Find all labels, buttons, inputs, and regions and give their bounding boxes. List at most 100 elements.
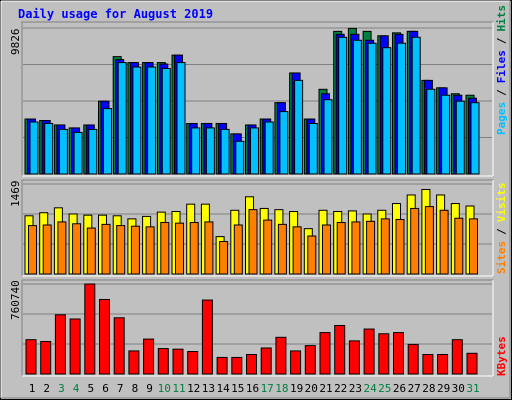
legend-sep-3: / (495, 228, 508, 235)
bar-sites-day-21 (322, 224, 331, 275)
bar-kbytes-day-22 (334, 324, 346, 375)
bar-pages-day-18 (279, 111, 289, 175)
bar-pages-day-6 (103, 108, 112, 175)
day-label-11: 11 (172, 382, 185, 395)
bar-sites-day-17 (263, 219, 273, 275)
bar-pages-day-26 (397, 42, 406, 175)
bar-sites-day-11 (175, 222, 184, 275)
bar-pages-day-24 (367, 42, 377, 175)
bar-pages-day-20 (308, 122, 318, 175)
bar-kbytes-day-31 (466, 352, 478, 375)
day-label-20: 20 (305, 382, 318, 395)
kbytes-max-label: 760740 (9, 280, 22, 320)
day-label-16: 16 (246, 382, 259, 395)
bar-sites-day-28 (424, 206, 434, 275)
chart-marks: 1 2 3 4 5 6 7 8 9 10 11 12 13 14 15 16 17 18 19 20 21 22 23 24 2… (23, 27, 492, 395)
bar-sites-day-12 (189, 222, 199, 275)
bar-sites-day-10 (160, 222, 170, 275)
legend-hits: Hits (495, 5, 508, 32)
bar-pages-day-14 (220, 128, 230, 175)
bar-sites-day-8 (130, 225, 140, 275)
bar-kbytes-day-1 (25, 339, 37, 375)
bar-pages-day-10 (161, 68, 171, 175)
bar-sites-day-29 (439, 209, 449, 275)
bar-sites-day-23 (351, 221, 361, 275)
bar-sites-day-31 (469, 218, 478, 275)
bar-kbytes-day-17 (260, 347, 272, 375)
day-label-10: 10 (158, 382, 171, 395)
legend-visits: Visits (495, 183, 508, 223)
bar-kbytes-day-4 (69, 318, 81, 375)
bar-pages-day-16 (250, 127, 259, 175)
bar-pages-day-25 (382, 47, 392, 175)
day-label-26: 26 (393, 382, 406, 395)
day-label-12: 12 (187, 382, 200, 395)
bar-kbytes-day-26 (393, 332, 404, 375)
bar-sites-day-9 (145, 226, 155, 275)
bar-pages-day-3 (58, 128, 68, 175)
bar-kbytes-day-21 (319, 332, 331, 375)
bar-pages-day-29 (441, 94, 451, 175)
day-label-24: 24 (363, 382, 377, 395)
day-label-2: 2 (43, 382, 50, 395)
bar-kbytes-day-6 (99, 298, 110, 375)
bar-pages-day-2 (44, 122, 54, 175)
bar-sites-day-18 (277, 223, 287, 275)
bar-kbytes-day-8 (128, 350, 140, 375)
day-label-3: 3 (58, 382, 65, 395)
bar-sites-day-14 (219, 241, 229, 275)
bar-kbytes-day-25 (378, 333, 390, 375)
chart-title: Daily usage for August 2019 (18, 7, 213, 21)
bar-sites-day-6 (101, 223, 111, 275)
legend-kbytes: KBytes (495, 336, 508, 376)
visits-panel-legend: Sites / Visits (495, 183, 508, 275)
day-label-31: 31 (466, 382, 479, 395)
day-label-5: 5 (87, 382, 94, 395)
day-label-22: 22 (334, 382, 347, 395)
bar-pages-day-4 (73, 131, 83, 175)
bar-kbytes-day-16 (246, 353, 257, 375)
bar-kbytes-day-23 (348, 340, 360, 375)
bar-kbytes-day-28 (422, 353, 434, 375)
legend-pages: Pages (495, 102, 508, 135)
bar-kbytes-day-20 (304, 345, 316, 375)
bar-pages-day-5 (88, 128, 98, 175)
bar-kbytes-day-24 (363, 328, 375, 375)
day-label-27: 27 (408, 382, 421, 395)
bar-kbytes-day-9 (143, 338, 155, 375)
bar-sites-day-4 (72, 223, 82, 275)
bar-kbytes-day-14 (216, 356, 228, 375)
bar-sites-day-20 (307, 235, 317, 275)
day-label-4: 4 (73, 382, 80, 395)
bar-kbytes-day-13 (201, 299, 213, 375)
day-label-19: 19 (290, 382, 303, 395)
bar-sites-day-26 (395, 218, 405, 275)
day-label-23: 23 (349, 382, 362, 395)
hits-max-label: 9826 (9, 29, 22, 56)
bar-kbytes-day-2 (40, 340, 52, 375)
bar-pages-day-7 (117, 62, 127, 175)
bar-pages-day-19 (294, 79, 304, 175)
bar-pages-day-30 (455, 100, 465, 175)
day-label-9: 9 (146, 382, 153, 395)
legend-sep-2: / (495, 37, 508, 44)
day-label-7: 7 (117, 382, 124, 395)
bar-pages-day-12 (191, 127, 201, 175)
day-label-30: 30 (452, 382, 465, 395)
bar-kbytes-day-30 (451, 339, 463, 375)
bar-kbytes-day-5 (84, 283, 96, 375)
legend-files: Files (495, 50, 508, 83)
bar-sites-day-13 (204, 221, 214, 275)
bar-sites-day-3 (57, 221, 67, 275)
day-label-13: 13 (202, 382, 215, 395)
bar-pages-day-22 (338, 36, 348, 175)
day-label-6: 6 (102, 382, 109, 395)
bar-pages-day-31 (470, 102, 480, 175)
visits-max-label: 1469 (9, 181, 22, 208)
day-label-18: 18 (275, 382, 288, 395)
bar-kbytes-day-29 (437, 353, 449, 375)
bar-sites-day-27 (410, 207, 420, 275)
bar-kbytes-day-18 (275, 336, 287, 375)
bar-pages-day-8 (132, 66, 142, 175)
